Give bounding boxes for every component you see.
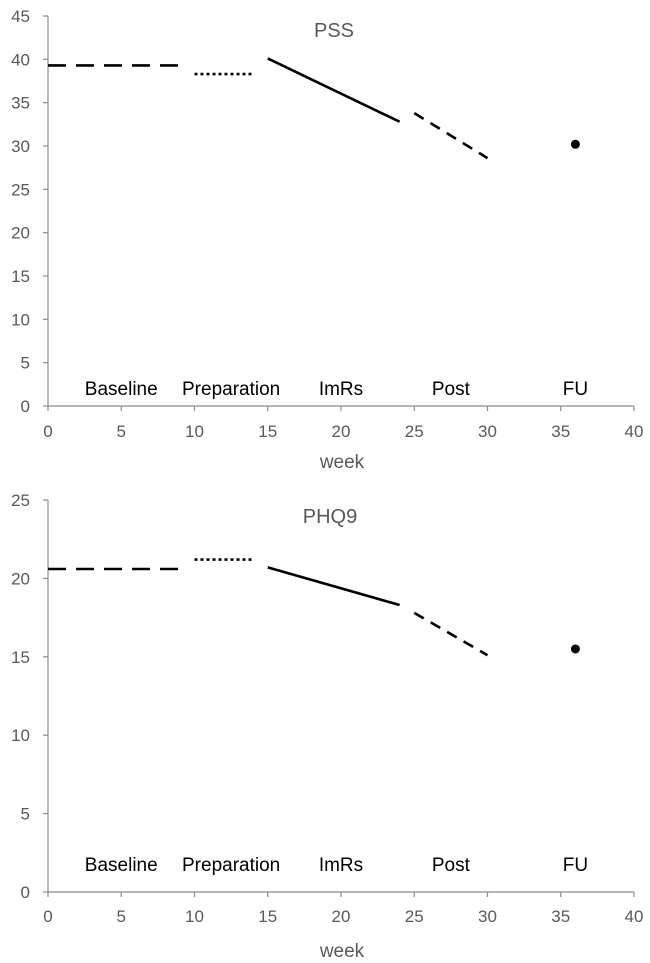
x-tick-label: 0 [43, 907, 52, 926]
series-line-short-dash [413, 111, 489, 160]
x-axis-label: week [319, 452, 365, 473]
phase-label: Post [432, 855, 471, 876]
x-tick-label: 25 [405, 422, 424, 441]
phase-label: ImRs [319, 379, 363, 400]
y-tick-label: 45 [11, 7, 30, 26]
y-tick-label: 10 [11, 726, 30, 745]
follow-up-point [570, 139, 580, 149]
x-tick-label: 15 [258, 907, 277, 926]
x-axis-label: week [319, 941, 365, 962]
x-tick-label: 30 [478, 422, 497, 441]
x-tick-label: 20 [332, 907, 351, 926]
follow-up-point [570, 644, 580, 654]
y-tick-label: 15 [11, 648, 30, 667]
phase-label: ImRs [319, 855, 363, 876]
series-line-short-dash [413, 611, 489, 657]
x-tick-label: 10 [185, 907, 204, 926]
x-tick-label: 5 [117, 907, 126, 926]
y-tick-label: 0 [21, 883, 30, 902]
y-tick-label: 15 [11, 267, 30, 286]
chart-title: PSS [314, 20, 354, 42]
phase-label: FU [563, 379, 588, 400]
series-line-solid [267, 57, 401, 123]
x-tick-label: 25 [405, 907, 424, 926]
y-tick-label: 10 [11, 310, 30, 329]
series-line-solid [267, 566, 400, 607]
y-tick-label: 25 [11, 491, 30, 510]
phase-label: Post [432, 379, 471, 400]
y-tick-label: 20 [11, 569, 30, 588]
y-tick-label: 20 [11, 224, 30, 243]
chart-phq9: PHQ9 week 0 5 10 15 20 25 30 35 40 0 5 10 15 20 25 Base… [11, 491, 643, 962]
phase-label: FU [563, 855, 588, 876]
x-tick-label: 40 [625, 422, 644, 441]
x-tick-label: 20 [332, 422, 351, 441]
y-tick-label: 25 [11, 180, 30, 199]
x-tick-label: 0 [43, 422, 52, 441]
x-tick-label: 15 [258, 422, 277, 441]
x-tick-label: 40 [625, 907, 644, 926]
phase-label: Preparation [182, 379, 280, 400]
x-tick-label: 30 [478, 907, 497, 926]
x-tick-label: 35 [551, 907, 570, 926]
y-tick-label: 0 [21, 397, 30, 416]
x-tick-label: 10 [185, 422, 204, 441]
phase-label: Baseline [85, 855, 158, 876]
y-tick-label: 5 [21, 805, 30, 824]
x-tick-label: 35 [551, 422, 570, 441]
chart-title: PHQ9 [303, 506, 357, 528]
y-tick-label: 35 [11, 94, 30, 113]
phase-label: Preparation [182, 855, 280, 876]
phase-label: Baseline [85, 379, 158, 400]
y-tick-label: 30 [11, 137, 30, 156]
x-tick-label: 5 [117, 422, 126, 441]
chart-pss: PSS week 0 5 10 15 20 25 30 35 40 0 5 10 15 20 25 30 35 4… [11, 7, 643, 473]
y-tick-label: 40 [11, 50, 30, 69]
y-tick-label: 5 [21, 354, 30, 373]
